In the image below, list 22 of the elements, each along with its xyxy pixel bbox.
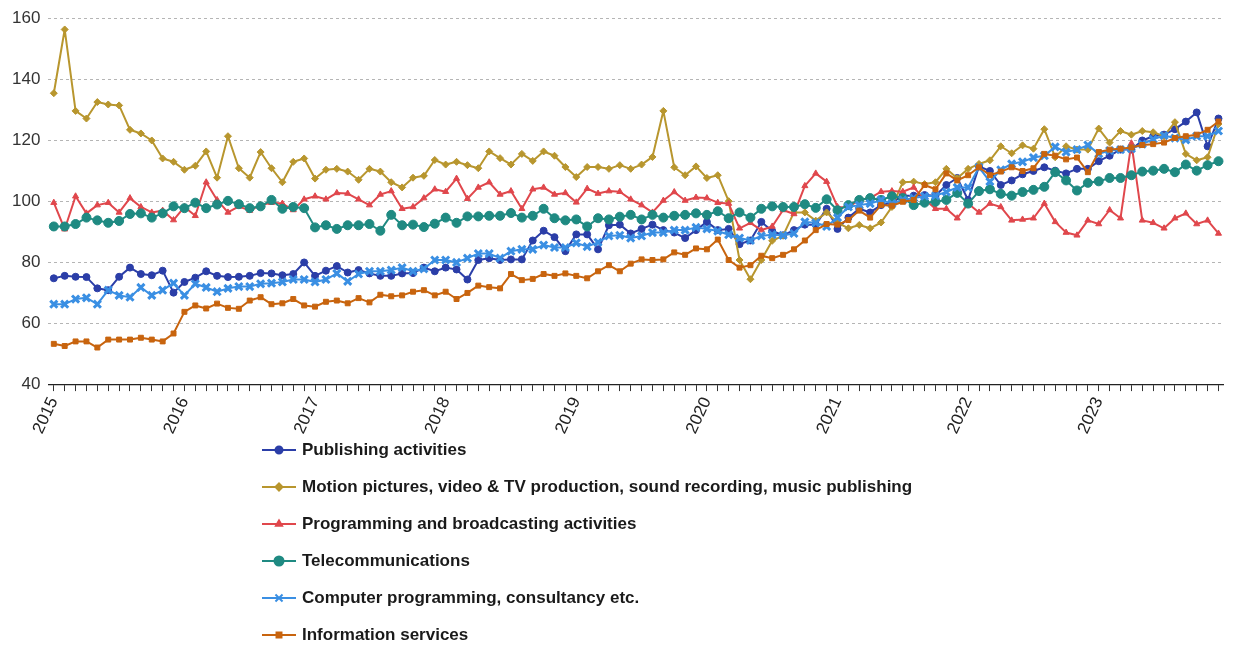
- y-tick-label: 60: [21, 312, 41, 332]
- legend-label: Programming and broadcasting activities: [302, 513, 637, 533]
- y-tick-label: 40: [21, 373, 41, 393]
- legend-label: Motion pictures, video & TV production, sound recording, music publishing: [302, 476, 913, 496]
- legend-label: Publishing activities: [302, 439, 467, 459]
- x-tick-label: 2017: [289, 394, 323, 437]
- x-tick-label: 2018: [420, 394, 454, 437]
- legend-label: Information services: [302, 624, 469, 644]
- x-tick-label: 2021: [812, 394, 846, 437]
- x-tick-label: 2023: [1073, 394, 1107, 437]
- x-tick-label: 2020: [681, 394, 715, 437]
- legend-label: Computer programming, consultancy etc.: [302, 587, 640, 607]
- legend-label: Telecommunications: [302, 550, 470, 570]
- y-tick-label: 160: [11, 7, 41, 27]
- x-tick-label: 2022: [942, 394, 976, 437]
- y-tick-label: 80: [21, 251, 41, 271]
- y-tick-label: 100: [11, 190, 41, 210]
- x-tick-label: 2016: [159, 394, 193, 437]
- x-tick-label: 2015: [28, 394, 62, 437]
- x-tick-label: 2019: [550, 394, 585, 437]
- y-tick-label: 120: [11, 129, 41, 149]
- y-tick-label: 140: [11, 68, 41, 88]
